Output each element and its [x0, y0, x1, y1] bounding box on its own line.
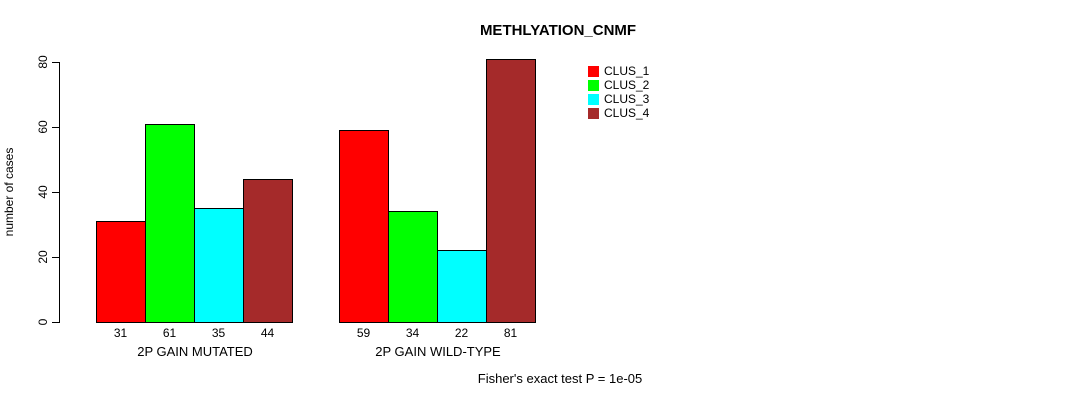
- y-tick: [52, 257, 59, 258]
- y-axis-title: number of cases: [2, 147, 16, 237]
- y-tick-label: 20: [36, 250, 50, 264]
- legend-swatch-clus_3: [588, 93, 599, 105]
- legend-label: CLUS_2: [604, 78, 650, 92]
- legend-label: CLUS_4: [604, 106, 650, 120]
- bar: [486, 59, 536, 323]
- y-tick-label: 60: [36, 120, 50, 134]
- bar-value-label: 34: [405, 326, 420, 340]
- bar-value-label: 35: [211, 326, 226, 340]
- group-label: 2P GAIN MUTATED: [137, 344, 253, 359]
- bar: [339, 130, 389, 323]
- y-axis-line: [59, 62, 60, 323]
- bar-value-label: 31: [113, 326, 128, 340]
- bar: [437, 250, 487, 323]
- chart-title: METHLYATION_CNMF: [479, 22, 637, 39]
- statistical-test-note: Fisher's exact test P = 1e-05: [477, 371, 643, 386]
- y-tick-label: 40: [36, 185, 50, 199]
- bar-value-label: 61: [162, 326, 177, 340]
- legend-item: CLUS_2: [588, 78, 649, 92]
- legend-label: CLUS_1: [604, 64, 650, 78]
- bar: [243, 179, 293, 323]
- y-tick: [52, 62, 59, 63]
- y-tick-label: 0: [36, 318, 50, 326]
- legend-item: CLUS_3: [588, 92, 649, 106]
- bar: [96, 221, 146, 323]
- bar: [194, 208, 244, 323]
- group-label: 2P GAIN WILD-TYPE: [375, 344, 501, 359]
- legend-swatch-clus_2: [588, 79, 599, 91]
- y-tick-label: 80: [36, 55, 50, 69]
- y-tick: [52, 322, 59, 323]
- legend-label: CLUS_3: [604, 92, 650, 106]
- legend-swatch-clus_1: [588, 65, 599, 77]
- bar: [145, 124, 195, 323]
- legend-item: CLUS_1: [588, 64, 649, 78]
- y-tick: [52, 192, 59, 193]
- bar-value-label: 81: [503, 326, 518, 340]
- bar: [388, 211, 438, 323]
- y-tick: [52, 127, 59, 128]
- legend: CLUS_1 CLUS_2 CLUS_3 CLUS_4: [588, 64, 649, 120]
- bar-value-label: 22: [454, 326, 469, 340]
- legend-swatch-clus_4: [588, 107, 599, 119]
- bar-value-label: 44: [260, 326, 275, 340]
- bar-value-label: 59: [356, 326, 371, 340]
- legend-item: CLUS_4: [588, 106, 649, 120]
